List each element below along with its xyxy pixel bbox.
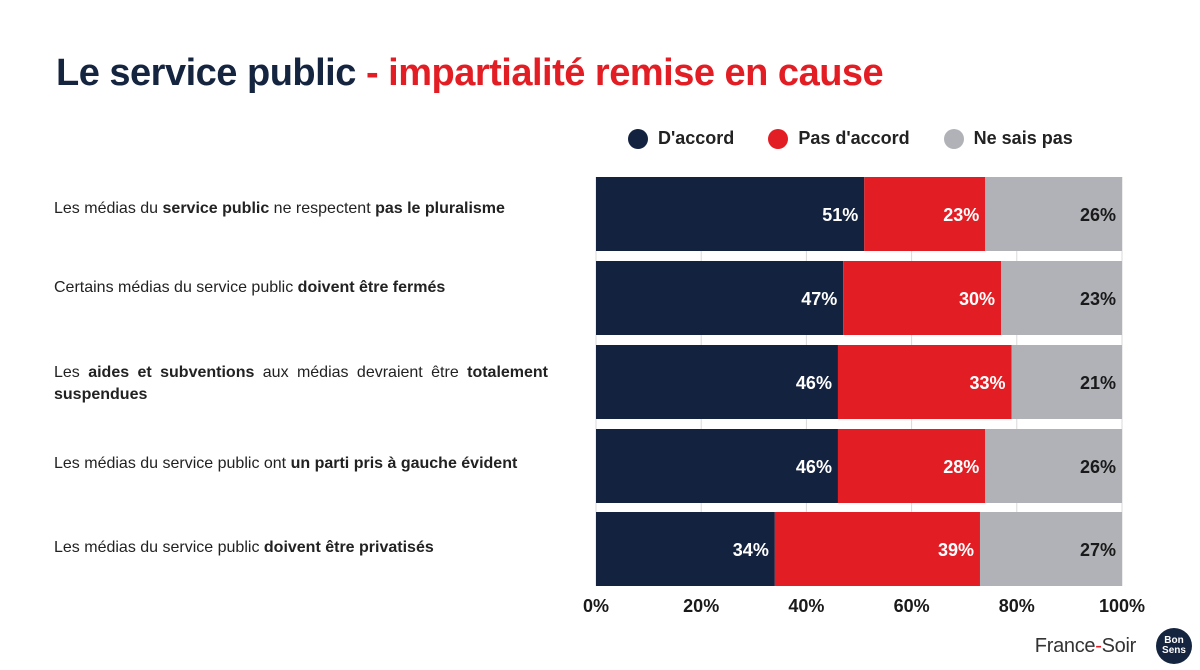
row-label-bold: totalement suspendues xyxy=(54,364,549,403)
row-label-bold: pas le pluralisme xyxy=(375,200,505,217)
data-label: 23% xyxy=(1080,289,1116,309)
bar-segment xyxy=(837,429,986,503)
legend-swatch xyxy=(768,128,789,149)
page-title: Le service public - impartialité remise … xyxy=(56,52,884,95)
row-label-bold: service public xyxy=(162,200,270,217)
row-label-text: aux médias devraient être xyxy=(254,364,468,381)
bar-segment xyxy=(596,429,838,503)
data-label: 26% xyxy=(1080,457,1116,477)
legend-item: Pas d'accord xyxy=(768,128,910,149)
row-label: Les médias du service public doivent êtr… xyxy=(54,537,548,559)
row-label: Certains médias du service public doiven… xyxy=(54,277,548,299)
bar-segment xyxy=(596,512,775,586)
title-accent: - impartialité remise en cause xyxy=(365,52,884,94)
bar-segment xyxy=(843,261,1002,335)
bar-segment xyxy=(979,512,1122,586)
legend-swatch xyxy=(628,128,648,149)
bar-segment xyxy=(985,429,1122,503)
brand-dash: - xyxy=(1095,635,1102,657)
row-label-bold: doivent être privatisés xyxy=(263,539,434,556)
bon-sens-badge: Bon Sens xyxy=(1156,628,1192,664)
x-tick-label: 80% xyxy=(999,596,1035,616)
bar-segment xyxy=(596,345,838,419)
data-label: 26% xyxy=(1080,205,1116,225)
legend-label: Pas d'accord xyxy=(798,128,910,148)
legend-item: Ne sais pas xyxy=(943,128,1073,149)
bar-segment xyxy=(774,512,980,586)
chart-legend: D'accord Pas d'accord Ne sais pas xyxy=(628,128,1073,149)
x-tick-label: 20% xyxy=(683,596,719,616)
data-label: 46% xyxy=(796,373,832,393)
row-label-bold: aides et subventions xyxy=(88,364,255,381)
data-label: 30% xyxy=(959,289,995,309)
title-main: Le service public xyxy=(56,52,356,94)
row-label-bold: doivent être fermés xyxy=(297,279,446,296)
data-label: 46% xyxy=(796,457,832,477)
bar-segment xyxy=(596,261,844,335)
data-label: 28% xyxy=(943,457,979,477)
x-tick-label: 60% xyxy=(894,596,930,616)
brand-right: Soir xyxy=(1101,635,1137,657)
bar-segment xyxy=(596,177,865,251)
data-label: 34% xyxy=(733,540,769,560)
data-label: 47% xyxy=(801,289,837,309)
brand-logo: France-Soir xyxy=(1034,635,1137,658)
bar-segment xyxy=(1001,261,1122,335)
row-label-text: Les médias du service public xyxy=(54,539,264,556)
x-tick-label: 40% xyxy=(788,596,824,616)
row-label-text: ne respectent xyxy=(269,200,376,217)
legend-item: D'accord xyxy=(628,128,734,149)
x-tick-label: 100% xyxy=(1099,596,1145,616)
data-label: 27% xyxy=(1080,540,1116,560)
bar-segment xyxy=(985,177,1122,251)
bar-segment xyxy=(1011,345,1122,419)
bar-segment xyxy=(837,345,1012,419)
legend-label: Ne sais pas xyxy=(973,128,1073,148)
legend-swatch xyxy=(943,128,964,149)
row-label: Les médias du service public ont un part… xyxy=(54,453,548,475)
row-label-text: Les xyxy=(54,364,89,381)
row-label: Les aides et subventions aux médias devr… xyxy=(54,362,548,406)
row-label-text: Les médias du xyxy=(54,200,163,217)
x-tick-label: 0% xyxy=(583,596,609,616)
data-label: 21% xyxy=(1080,373,1116,393)
data-label: 51% xyxy=(822,205,858,225)
data-label: 23% xyxy=(943,205,979,225)
row-label-text: Les médias du service public ont xyxy=(54,455,291,472)
data-label: 33% xyxy=(970,373,1006,393)
row-label: Les médias du service public ne respecte… xyxy=(54,198,548,220)
row-label-bold: un parti pris à gauche évident xyxy=(290,455,518,472)
row-label-text: Certains médias du service public xyxy=(54,279,298,296)
brand-left: France xyxy=(1034,635,1096,657)
bar-segment xyxy=(864,177,986,251)
data-label: 39% xyxy=(938,540,974,560)
legend-label: D'accord xyxy=(658,128,735,148)
